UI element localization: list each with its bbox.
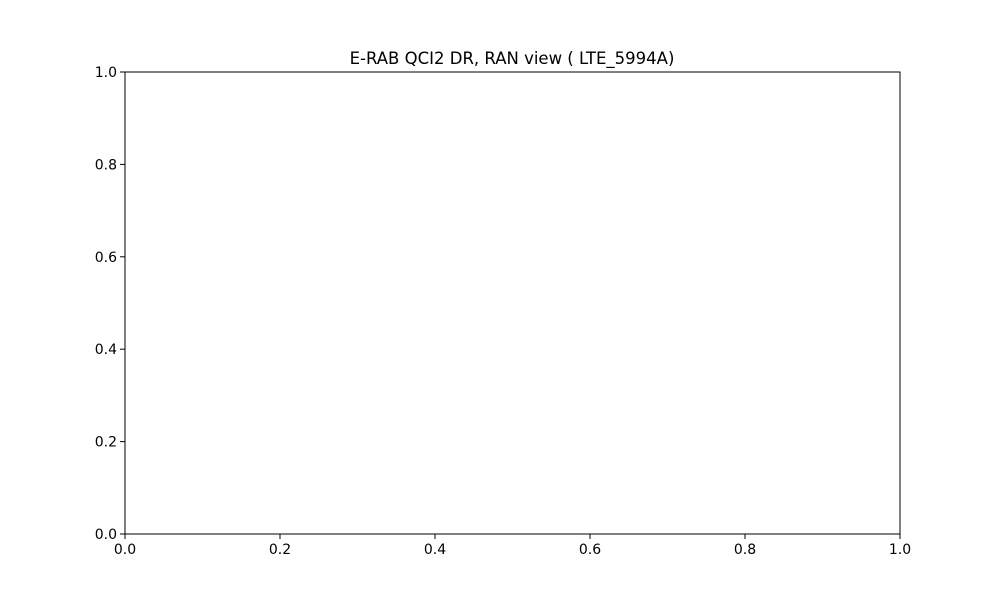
- x-axis-ticks: 0.0 0.2 0.4 0.6 0.8 1.0: [114, 534, 911, 558]
- x-tick-label: 0.6: [579, 542, 601, 558]
- y-tick-label: 1.0: [95, 65, 117, 81]
- x-tick-label: 0.8: [734, 542, 756, 558]
- chart-title: E-RAB QCI2 DR, RAN view ( LTE_5994A): [350, 49, 675, 69]
- x-tick-label: 0.0: [114, 542, 136, 558]
- y-tick-label: 0.0: [95, 527, 117, 543]
- y-tick-label: 0.2: [95, 435, 117, 451]
- x-tick-label: 1.0: [889, 542, 911, 558]
- x-tick-label: 0.4: [424, 542, 446, 558]
- y-axis-ticks: 0.0 0.2 0.4 0.6 0.8 1.0: [95, 65, 125, 543]
- x-tick-label: 0.2: [269, 542, 291, 558]
- y-tick-label: 0.4: [95, 342, 117, 358]
- y-tick-label: 0.8: [95, 157, 117, 173]
- plot-area-frame: [124, 71, 901, 535]
- y-tick-label: 0.6: [95, 250, 117, 266]
